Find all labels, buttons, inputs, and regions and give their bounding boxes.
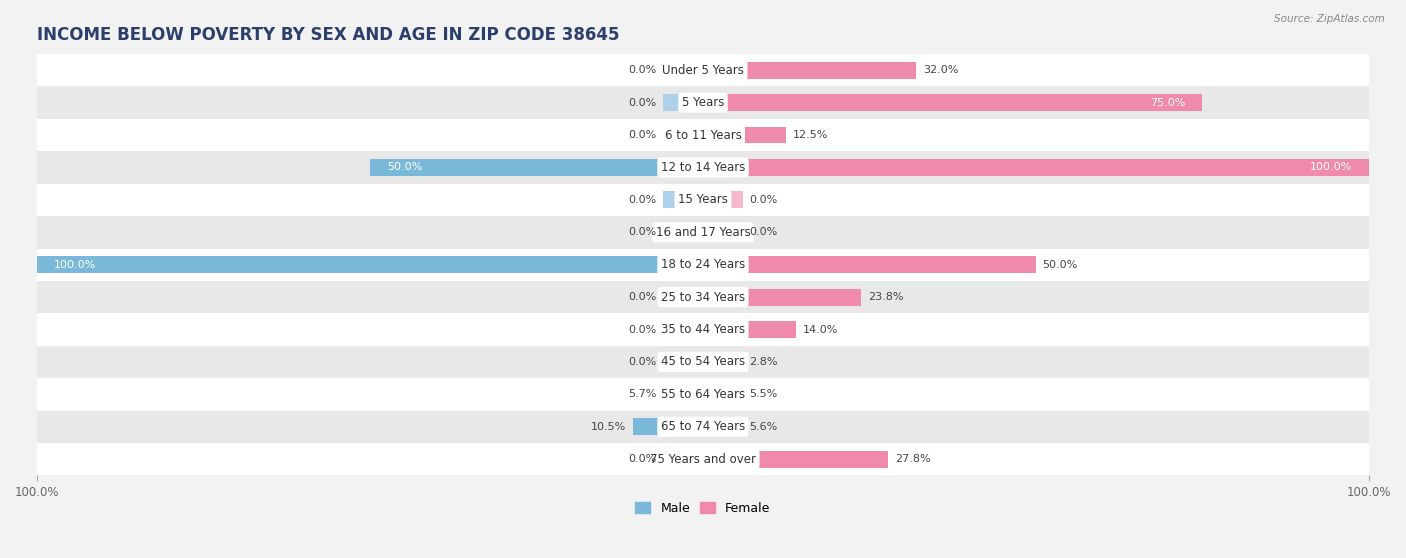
Text: 16 and 17 Years: 16 and 17 Years — [655, 226, 751, 239]
Text: 0.0%: 0.0% — [628, 98, 657, 108]
Bar — [37, 256, 703, 273]
Text: 23.8%: 23.8% — [868, 292, 904, 302]
Bar — [664, 224, 703, 240]
Bar — [703, 256, 1036, 273]
Bar — [703, 62, 917, 79]
Text: 14.0%: 14.0% — [803, 325, 838, 335]
Text: 65 to 74 Years: 65 to 74 Years — [661, 420, 745, 433]
Text: 6 to 11 Years: 6 to 11 Years — [665, 128, 741, 142]
Bar — [703, 127, 786, 143]
Text: 75 Years and over: 75 Years and over — [650, 453, 756, 466]
Bar — [370, 159, 703, 176]
Text: 10.5%: 10.5% — [591, 422, 627, 432]
Text: 5.6%: 5.6% — [749, 422, 778, 432]
Bar — [703, 451, 889, 468]
Text: 0.0%: 0.0% — [628, 454, 657, 464]
Text: 15 Years: 15 Years — [678, 194, 728, 206]
Text: 12.5%: 12.5% — [793, 130, 828, 140]
Bar — [370, 159, 703, 176]
Bar — [703, 288, 862, 306]
Text: 55 to 64 Years: 55 to 64 Years — [661, 388, 745, 401]
Bar — [37, 256, 703, 273]
Bar — [703, 418, 742, 435]
Text: 25 to 34 Years: 25 to 34 Years — [661, 291, 745, 304]
Text: 5 Years: 5 Years — [682, 96, 724, 109]
Text: 5.5%: 5.5% — [749, 389, 778, 400]
Text: 27.8%: 27.8% — [894, 454, 931, 464]
Bar — [37, 151, 1369, 184]
Bar — [703, 62, 917, 79]
Bar — [633, 418, 703, 435]
Bar — [37, 411, 1369, 443]
Text: 5.7%: 5.7% — [628, 389, 657, 400]
Bar — [703, 159, 1369, 176]
Text: 0.0%: 0.0% — [628, 130, 657, 140]
Bar — [703, 288, 862, 306]
Bar — [703, 386, 742, 403]
Text: 0.0%: 0.0% — [628, 227, 657, 237]
Text: 35 to 44 Years: 35 to 44 Years — [661, 323, 745, 336]
Bar — [703, 321, 796, 338]
Bar — [664, 354, 703, 371]
Bar — [37, 54, 1369, 86]
Text: 0.0%: 0.0% — [628, 292, 657, 302]
Bar — [664, 386, 703, 403]
Text: 45 to 54 Years: 45 to 54 Years — [661, 355, 745, 368]
Bar — [37, 281, 1369, 314]
Text: 0.0%: 0.0% — [749, 227, 778, 237]
Bar — [703, 354, 742, 371]
Text: 0.0%: 0.0% — [628, 65, 657, 75]
Text: 50.0%: 50.0% — [387, 162, 422, 172]
Text: Under 5 Years: Under 5 Years — [662, 64, 744, 77]
Bar — [37, 346, 1369, 378]
Bar — [37, 184, 1369, 216]
Bar — [664, 451, 703, 468]
Bar — [703, 127, 786, 143]
Bar — [703, 159, 1369, 176]
Bar — [664, 321, 703, 338]
Bar — [37, 314, 1369, 346]
Bar — [37, 443, 1369, 475]
Bar — [664, 94, 703, 111]
Bar — [703, 451, 889, 468]
Text: 0.0%: 0.0% — [749, 195, 778, 205]
Text: 0.0%: 0.0% — [628, 195, 657, 205]
Text: 100.0%: 100.0% — [53, 259, 96, 270]
Legend: Male, Female: Male, Female — [630, 497, 776, 519]
Bar — [37, 378, 1369, 411]
Bar — [703, 224, 742, 240]
Bar — [664, 62, 703, 79]
Bar — [703, 94, 1202, 111]
Bar — [37, 216, 1369, 248]
Text: 0.0%: 0.0% — [628, 357, 657, 367]
Bar — [703, 191, 742, 208]
Text: 100.0%: 100.0% — [1310, 162, 1353, 172]
Text: 18 to 24 Years: 18 to 24 Years — [661, 258, 745, 271]
Bar — [703, 321, 796, 338]
Bar — [37, 248, 1369, 281]
Text: 0.0%: 0.0% — [628, 325, 657, 335]
Text: Source: ZipAtlas.com: Source: ZipAtlas.com — [1274, 14, 1385, 24]
Text: INCOME BELOW POVERTY BY SEX AND AGE IN ZIP CODE 38645: INCOME BELOW POVERTY BY SEX AND AGE IN Z… — [37, 26, 620, 44]
Bar — [633, 418, 703, 435]
Text: 75.0%: 75.0% — [1150, 98, 1185, 108]
Text: 2.8%: 2.8% — [749, 357, 778, 367]
Bar — [664, 288, 703, 306]
Bar — [37, 119, 1369, 151]
Text: 32.0%: 32.0% — [922, 65, 957, 75]
Bar — [664, 191, 703, 208]
Bar — [703, 94, 1202, 111]
Bar — [664, 127, 703, 143]
Bar — [703, 256, 1036, 273]
Bar — [37, 86, 1369, 119]
Text: 50.0%: 50.0% — [1042, 259, 1078, 270]
Text: 12 to 14 Years: 12 to 14 Years — [661, 161, 745, 174]
